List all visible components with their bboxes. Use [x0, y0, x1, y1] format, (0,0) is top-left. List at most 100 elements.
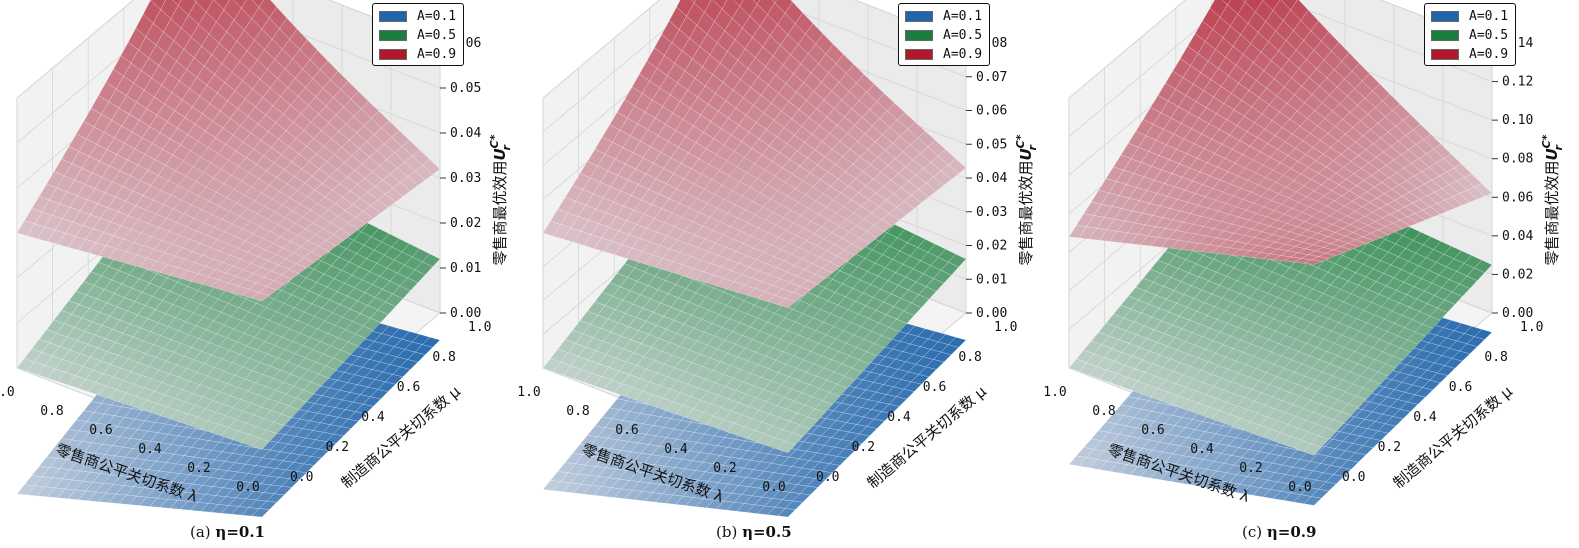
z-tick-label: 0.00	[976, 306, 1007, 321]
legend: A=0.1 A=0.5 A=0.9	[898, 3, 990, 66]
legend: A=0.1 A=0.5 A=0.9	[372, 3, 464, 66]
legend-label: A=0.1	[943, 8, 983, 24]
surface-plot: 0.000.010.020.030.040.050.060.00.20.40.6…	[0, 0, 513, 518]
y-tick-label: 0.8	[958, 350, 981, 365]
z-tick-label: 0.02	[450, 216, 481, 231]
y-tick-label: 0.6	[923, 380, 946, 395]
y-tick-label: 0.0	[290, 470, 313, 485]
caption-eta: η=0.9	[1266, 523, 1317, 541]
z-tick-label: 0.04	[976, 171, 1007, 186]
y-tick-label: 0.0	[1342, 470, 1365, 485]
y-tick-label: 0.2	[852, 440, 875, 455]
surface-A=0.9	[542, 0, 967, 309]
legend-label: A=0.1	[1469, 8, 1509, 24]
z-tick-label: 0.03	[976, 205, 1007, 220]
x-tick-label: 1.0	[0, 385, 15, 400]
y-tick-label: 0.4	[887, 410, 911, 425]
legend-label: A=0.1	[417, 8, 457, 24]
legend-item: A=0.1	[1431, 8, 1509, 24]
y-tick-label: 0.4	[361, 410, 385, 425]
legend: A=0.1 A=0.5 A=0.9	[1424, 3, 1516, 66]
z-tick-label: 0.08	[1502, 152, 1533, 167]
z-axis-label: 零售商最优效用UC*r	[1014, 134, 1039, 265]
z-tick-label: 0.07	[976, 70, 1007, 85]
y-tick-label: 0.4	[1413, 410, 1437, 425]
y-tick-label: 0.6	[1449, 380, 1472, 395]
legend-label: A=0.5	[417, 27, 457, 43]
legend-label: A=0.5	[1469, 27, 1509, 43]
x-tick-label: 1.0	[517, 385, 540, 400]
x-tick-label: 0.0	[762, 480, 785, 495]
y-tick-label: 0.2	[326, 440, 349, 455]
x-tick-label: 0.8	[40, 404, 63, 419]
z-axis-label: 零售商最优效用UC*r	[488, 134, 513, 265]
z-tick-label: 0.00	[1502, 306, 1533, 321]
z-tick-label: 0.01	[450, 261, 481, 276]
legend-label: A=0.5	[943, 27, 983, 43]
caption-eta: η=0.5	[742, 523, 792, 541]
x-tick-label: 0.8	[566, 404, 589, 419]
x-tick-label: 0.4	[664, 442, 688, 457]
chart-panel-3: 0.00 0.02 0.04 0.06 0.08 0.10 0.12 0.14 0.0 0.2 0.…	[1043, 0, 1578, 548]
legend-swatch	[379, 10, 407, 22]
legend-swatch	[905, 10, 933, 22]
panel-caption: (a) η=0.1	[190, 523, 265, 541]
x-tick-label: 0.4	[138, 442, 162, 457]
x-tick-label: 0.6	[615, 423, 638, 438]
surface-A=0.9	[16, 0, 441, 302]
legend-label: A=0.9	[417, 46, 457, 62]
legend-swatch	[905, 48, 933, 60]
legend-item: A=0.1	[379, 8, 457, 24]
x-tick-label: 0.2	[1239, 461, 1262, 476]
legend-label: A=0.9	[943, 46, 983, 62]
x-tick-label: 1.0	[1043, 385, 1066, 400]
legend-item: A=0.1	[905, 8, 983, 24]
legend-item: A=0.9	[905, 46, 983, 62]
y-tick-label: 1.0	[994, 320, 1017, 335]
x-tick-label: 0.0	[236, 480, 259, 495]
x-tick-label: 0.0	[1288, 480, 1311, 495]
z-tick-label: 0.06	[976, 104, 1007, 119]
y-tick-label: 0.8	[1484, 350, 1507, 365]
legend-item: A=0.5	[1431, 27, 1509, 43]
caption-eta: η=0.1	[215, 523, 265, 541]
z-axis-label: 零售商最优效用UC*r	[1540, 134, 1565, 265]
y-tick-label: 1.0	[468, 320, 491, 335]
z-tick-label: 0.04	[1502, 229, 1533, 244]
chart-panel-2: 0.00 0.01 0.02 0.03 0.04 0.05 0.06 0.07 0.08 0.0 0…	[517, 0, 1052, 548]
x-tick-label: 0.2	[187, 461, 210, 476]
legend-swatch	[1431, 29, 1459, 41]
caption-letter: (b)	[716, 523, 743, 541]
y-tick-label: 0.2	[1378, 440, 1401, 455]
y-tick-label: 1.0	[1520, 320, 1543, 335]
z-tick-label: 0.01	[976, 272, 1007, 287]
legend-swatch	[379, 48, 407, 60]
y-tick-label: 0.0	[816, 470, 839, 485]
x-tick-label: 0.8	[1092, 404, 1115, 419]
surface-plot: 0.000.010.020.030.040.050.060.070.080.00…	[517, 0, 1039, 518]
x-tick-label: 0.6	[1141, 423, 1164, 438]
y-tick-label: 0.6	[397, 380, 420, 395]
x-tick-label: 0.6	[89, 423, 112, 438]
panel-caption: (c) η=0.9	[1242, 523, 1316, 541]
z-tick-label: 0.04	[450, 126, 481, 141]
legend-item: A=0.9	[379, 46, 457, 62]
surface-A=0.9	[1068, 0, 1493, 265]
z-tick-label: 0.00	[450, 306, 481, 321]
x-tick-label: 0.4	[1190, 442, 1214, 457]
legend-item: A=0.9	[1431, 46, 1509, 62]
legend-item: A=0.5	[379, 27, 457, 43]
caption-letter: (c)	[1242, 523, 1267, 541]
surface-plot: 0.000.020.040.060.080.100.120.140.00.20.…	[1043, 0, 1565, 506]
x-tick-label: 0.2	[713, 461, 736, 476]
z-tick-label: 0.05	[450, 81, 481, 96]
legend-swatch	[1431, 10, 1459, 22]
z-tick-label: 0.03	[450, 171, 481, 186]
legend-swatch	[905, 29, 933, 41]
legend-label: A=0.9	[1469, 46, 1509, 62]
panel-caption: (b) η=0.5	[716, 523, 792, 541]
legend-item: A=0.5	[905, 27, 983, 43]
z-tick-label: 0.12	[1502, 75, 1533, 90]
chart-panel-1: 0.00 0.01 0.02 0.03 0.04 0.05 0.06 0.0 0.2 0.4 0.6…	[0, 0, 526, 548]
y-tick-label: 0.8	[432, 350, 455, 365]
